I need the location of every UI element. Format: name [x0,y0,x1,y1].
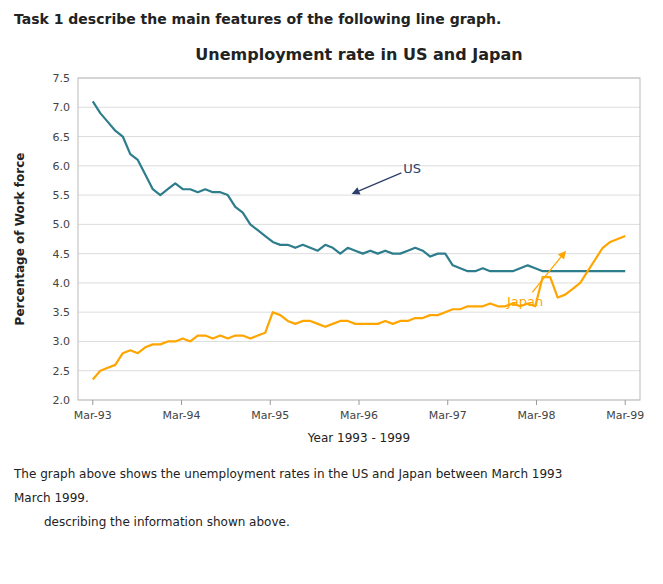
header: Task 1 describe the main features of the… [14,11,501,27]
y-tick-label: 6.5 [53,131,71,144]
x-tick-label: Mar-94 [163,409,201,422]
x-tick [359,400,360,405]
x-tick-label: Mar-95 [251,409,289,422]
series-line [93,101,625,271]
y-tick-label: 4.5 [53,248,71,261]
y-axis-label: Percentage of Work force [13,153,27,326]
annotation-arrow [359,173,401,191]
grid-line [78,341,640,342]
x-axis: Mar-93 Mar-94 Mar-95 Mar-96 Mar-97 Mar-98 Mar-… [74,400,644,422]
grid-line [78,282,640,283]
x-tick [447,400,448,405]
y-axis: 2.0 2.5 3.0 3.5 4.0 4.5 5.0 5.5 6.0 6.5 7.0 7.5 [53,72,71,407]
grid-line [78,312,640,313]
x-tick [181,400,182,405]
footer-text: The graph above shows the unemployment r… [13,467,562,481]
y-tick-label: 7.5 [53,72,71,85]
grid-line [78,370,640,371]
grid [78,78,640,400]
x-axis-label: Year 1993 - 1999 [307,431,410,445]
x-tick-label: Mar-99 [606,409,644,422]
y-tick-label: 7.0 [53,101,71,114]
x-tick [92,400,93,405]
plot-frame [78,78,640,400]
footer-text: describing the information shown above. [44,515,290,529]
annotation-arrowhead [352,187,361,194]
x-tick [625,400,626,405]
grid-line [78,107,640,108]
annotation-text: US [403,161,421,176]
y-tick-label: 2.5 [53,365,71,378]
annotation-arrowhead [558,251,566,260]
grid-line [78,165,640,166]
grid-line [78,224,640,225]
y-tick-label: 5.5 [53,189,71,202]
y-tick-label: 5.0 [53,218,71,231]
annotation-text: Japan [506,294,543,309]
x-tick [536,400,537,405]
chart: Task 1 describe the main features of the… [0,0,663,584]
x-tick-label: Mar-96 [340,409,378,422]
x-tick-label: Mar-98 [517,409,555,422]
x-tick-label: Mar-97 [429,409,467,422]
x-tick [270,400,271,405]
series-line [93,236,625,379]
footer-text: March 1999. [14,491,89,505]
y-tick-label: 3.0 [53,335,71,348]
series-group [93,101,625,379]
y-tick-label: 4.0 [53,277,71,290]
title: Unemployment rate in US and Japan [195,45,522,64]
footer: The graph above shows the unemployment r… [13,467,562,529]
x-tick-label: Mar-93 [74,409,112,422]
annotations: US Japan [352,161,566,309]
y-tick-label: 6.0 [53,160,71,173]
y-tick-label: 3.5 [53,306,71,319]
annotation-arrow [532,257,561,292]
y-tick-label: 2.0 [53,394,71,407]
grid-line [78,136,640,137]
